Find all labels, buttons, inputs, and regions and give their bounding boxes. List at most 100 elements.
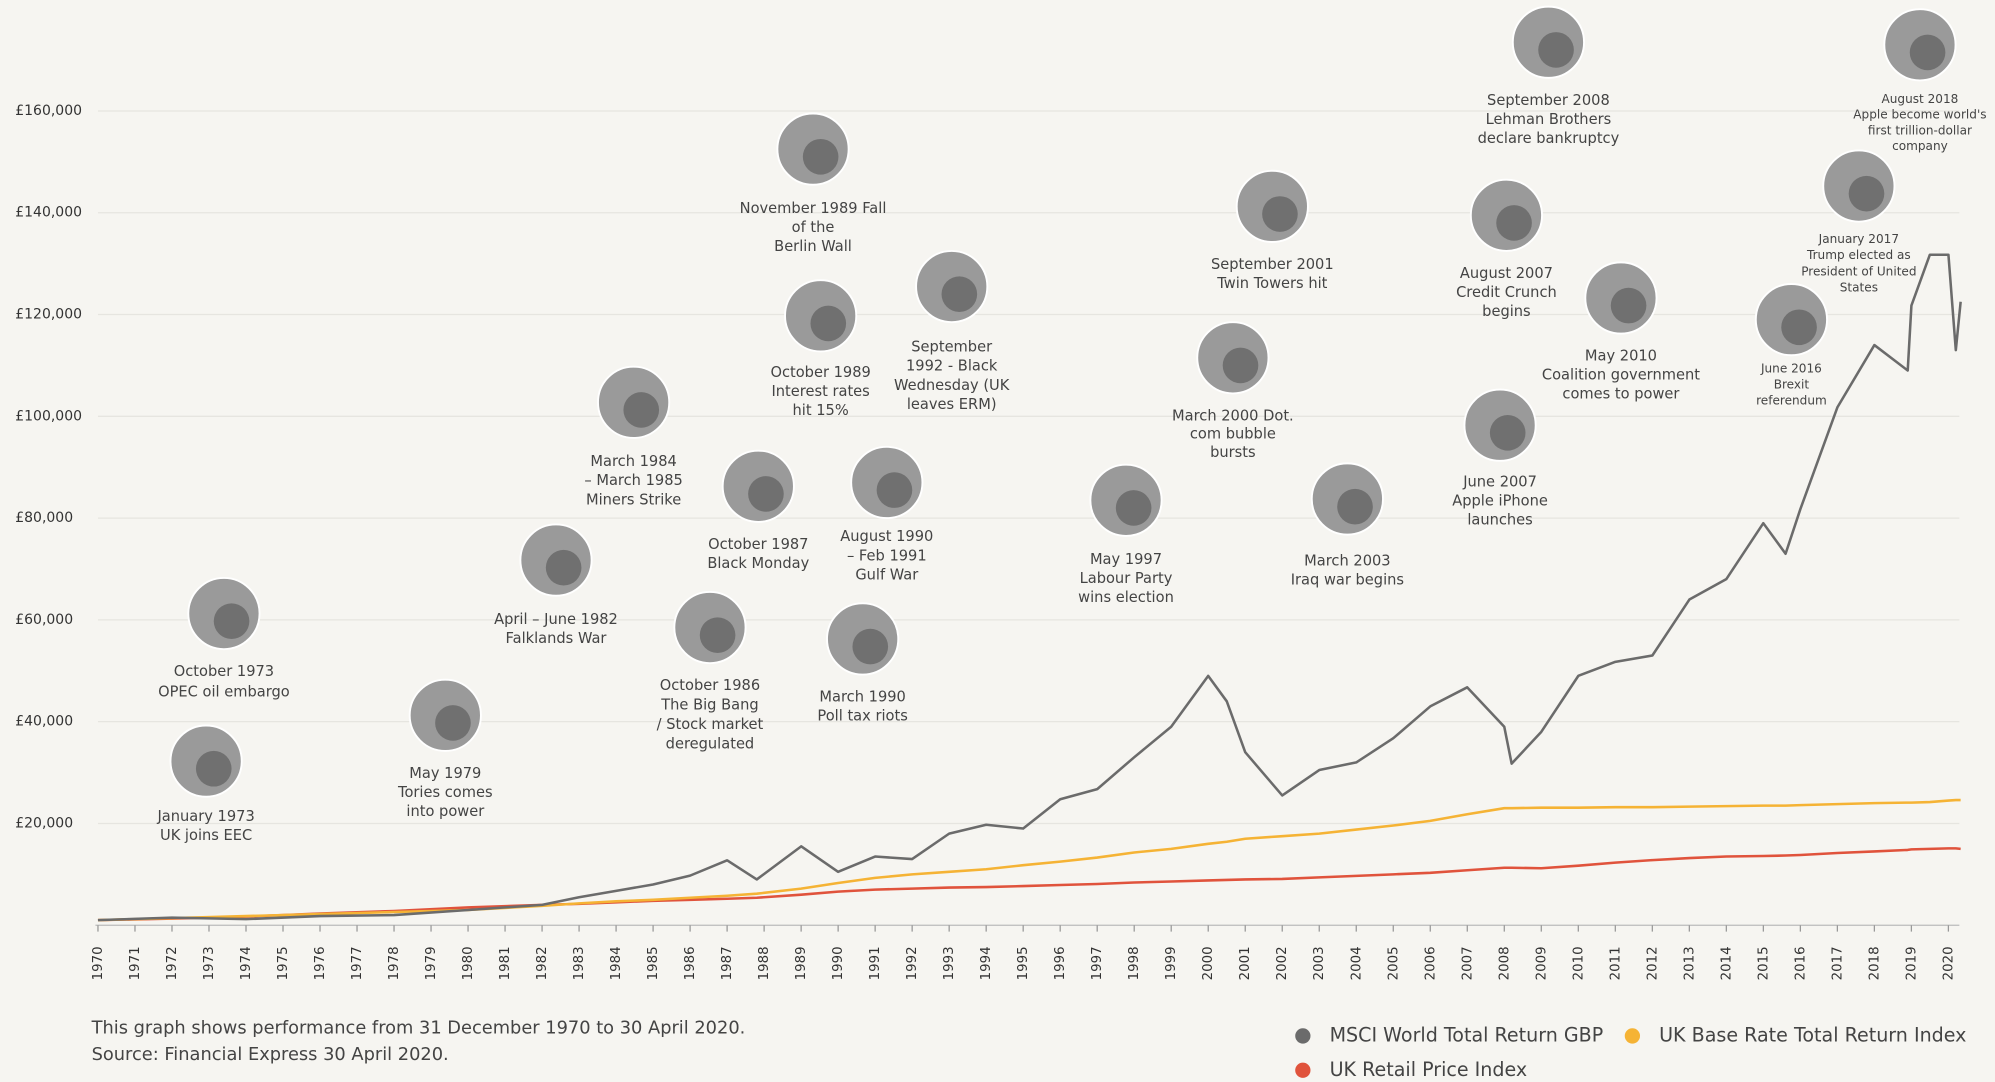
annotation: November 1989 Fall xyxy=(740,200,887,217)
annotation: June 2016 xyxy=(1760,362,1822,376)
legend-label: UK Retail Price Index xyxy=(1330,1059,1528,1081)
annotation: Interest rates xyxy=(771,383,869,400)
event-photo-shade xyxy=(1115,490,1152,526)
x-tick-label: 2007 xyxy=(1460,946,1475,980)
x-tick-label: 1988 xyxy=(757,946,772,980)
annotation: Miners Strike xyxy=(586,491,681,508)
x-tick-label: 1997 xyxy=(1090,946,1105,980)
annotation: March 2003 xyxy=(1304,552,1390,569)
y-tick-label: £60,000 xyxy=(15,612,73,628)
annotation: OPEC oil embargo xyxy=(158,683,290,700)
legend-label: UK Base Rate Total Return Index xyxy=(1659,1024,1966,1046)
annotation: Lehman Brothers xyxy=(1486,111,1612,128)
annotation: March 1984 xyxy=(590,453,676,470)
annotation: President of United xyxy=(1801,264,1916,278)
event-photo-shade xyxy=(876,472,913,508)
x-tick-label: 1981 xyxy=(498,946,513,980)
annotation: October 1987 xyxy=(708,536,808,553)
y-tick-label: £20,000 xyxy=(15,815,73,831)
x-tick-label: 1984 xyxy=(609,946,624,980)
annotation: wins election xyxy=(1078,589,1174,606)
annotation: Falklands War xyxy=(506,630,608,647)
event-photo-shade xyxy=(699,617,736,653)
x-tick-label: 1977 xyxy=(350,946,365,980)
x-tick-label: 2009 xyxy=(1534,946,1549,980)
x-tick-label: 1971 xyxy=(128,946,143,980)
x-tick-label: 2011 xyxy=(1608,946,1623,980)
annotation: Credit Crunch xyxy=(1456,284,1557,301)
annotation: States xyxy=(1840,280,1878,294)
annotation: com bubble xyxy=(1190,426,1276,443)
event-photo-shade xyxy=(213,603,250,639)
annotation: May 1979 xyxy=(409,765,481,782)
x-tick-label: 1983 xyxy=(572,946,587,980)
annotation: Gulf War xyxy=(855,566,919,583)
annotation: bursts xyxy=(1210,444,1256,461)
x-tick-label: 2000 xyxy=(1201,946,1216,980)
annotation: Black Monday xyxy=(707,555,809,572)
annotation: Apple iPhone xyxy=(1452,493,1548,510)
annotation: launches xyxy=(1467,512,1533,529)
event-photo-shade xyxy=(545,549,582,586)
x-tick-label: 1979 xyxy=(424,946,439,980)
event-photo-shade xyxy=(1781,309,1817,346)
x-tick-label: 2010 xyxy=(1571,946,1586,980)
annotation: October 1973 xyxy=(174,663,274,680)
annotation: company xyxy=(1892,139,1948,153)
annotation: declare bankruptcy xyxy=(1478,130,1620,147)
annotation: April – June 1982 xyxy=(494,611,618,628)
x-tick-label: 2013 xyxy=(1682,946,1697,980)
y-tick-label: £80,000 xyxy=(15,510,73,526)
event-photo-shade xyxy=(1489,415,1526,451)
annotation: October 1989 xyxy=(770,364,870,381)
annotation: comes to power xyxy=(1562,386,1680,403)
x-tick-label: 1989 xyxy=(794,946,809,980)
x-tick-label: 2005 xyxy=(1386,946,1401,980)
x-tick-label: 2012 xyxy=(1645,946,1660,980)
annotation: – March 1985 xyxy=(584,472,682,489)
event-photo-shade xyxy=(1222,347,1259,384)
annotation: March 1990 xyxy=(819,688,905,705)
x-tick-label: 2016 xyxy=(1793,946,1808,980)
event-photo-shade xyxy=(1337,488,1373,525)
event-photo-shade xyxy=(623,392,660,428)
annotation: September 2008 xyxy=(1487,92,1610,109)
x-tick-label: 1980 xyxy=(461,946,476,980)
x-tick-label: 1973 xyxy=(202,946,217,980)
annotation: Berlin Wall xyxy=(774,238,852,255)
annotation: begins xyxy=(1482,303,1531,320)
annotation: Apple become world's xyxy=(1853,108,1986,122)
annotation: May 1997 xyxy=(1090,551,1162,568)
event-photo-shade xyxy=(802,138,839,175)
x-tick-label: 1986 xyxy=(683,946,698,980)
x-tick-label: 1976 xyxy=(313,946,328,980)
x-tick-label: 2020 xyxy=(1941,946,1956,980)
x-tick-label: 2006 xyxy=(1423,946,1438,980)
y-tick-label: £100,000 xyxy=(15,408,82,424)
annotation: Trump elected as xyxy=(1806,248,1911,262)
x-tick-label: 2003 xyxy=(1312,946,1327,980)
event-photo-shade xyxy=(1262,196,1298,232)
x-tick-label: 1991 xyxy=(868,946,883,980)
event-photo-shade xyxy=(435,705,471,741)
annotation: Iraq war begins xyxy=(1291,571,1404,588)
event-photo-shade xyxy=(1496,205,1532,241)
x-tick-label: 2008 xyxy=(1497,946,1512,980)
y-tick-label: £160,000 xyxy=(15,103,82,119)
annotation: September 2001 xyxy=(1211,256,1334,273)
annotation: Brexit xyxy=(1774,378,1810,392)
annotation: August 2007 xyxy=(1460,265,1553,282)
legend-marker xyxy=(1295,1062,1311,1078)
annotation: UK joins EEC xyxy=(160,827,252,844)
note: This graph shows performance from 31 Dec… xyxy=(91,1017,746,1038)
annotation: May 2010 xyxy=(1585,348,1657,365)
y-tick-label: £140,000 xyxy=(15,205,82,221)
annotation: August 2018 xyxy=(1882,92,1959,106)
annotation: deregulated xyxy=(666,735,755,752)
x-tick-label: 1992 xyxy=(905,946,920,980)
event-photo-shade xyxy=(1848,175,1885,212)
x-tick-label: 1998 xyxy=(1127,946,1142,980)
